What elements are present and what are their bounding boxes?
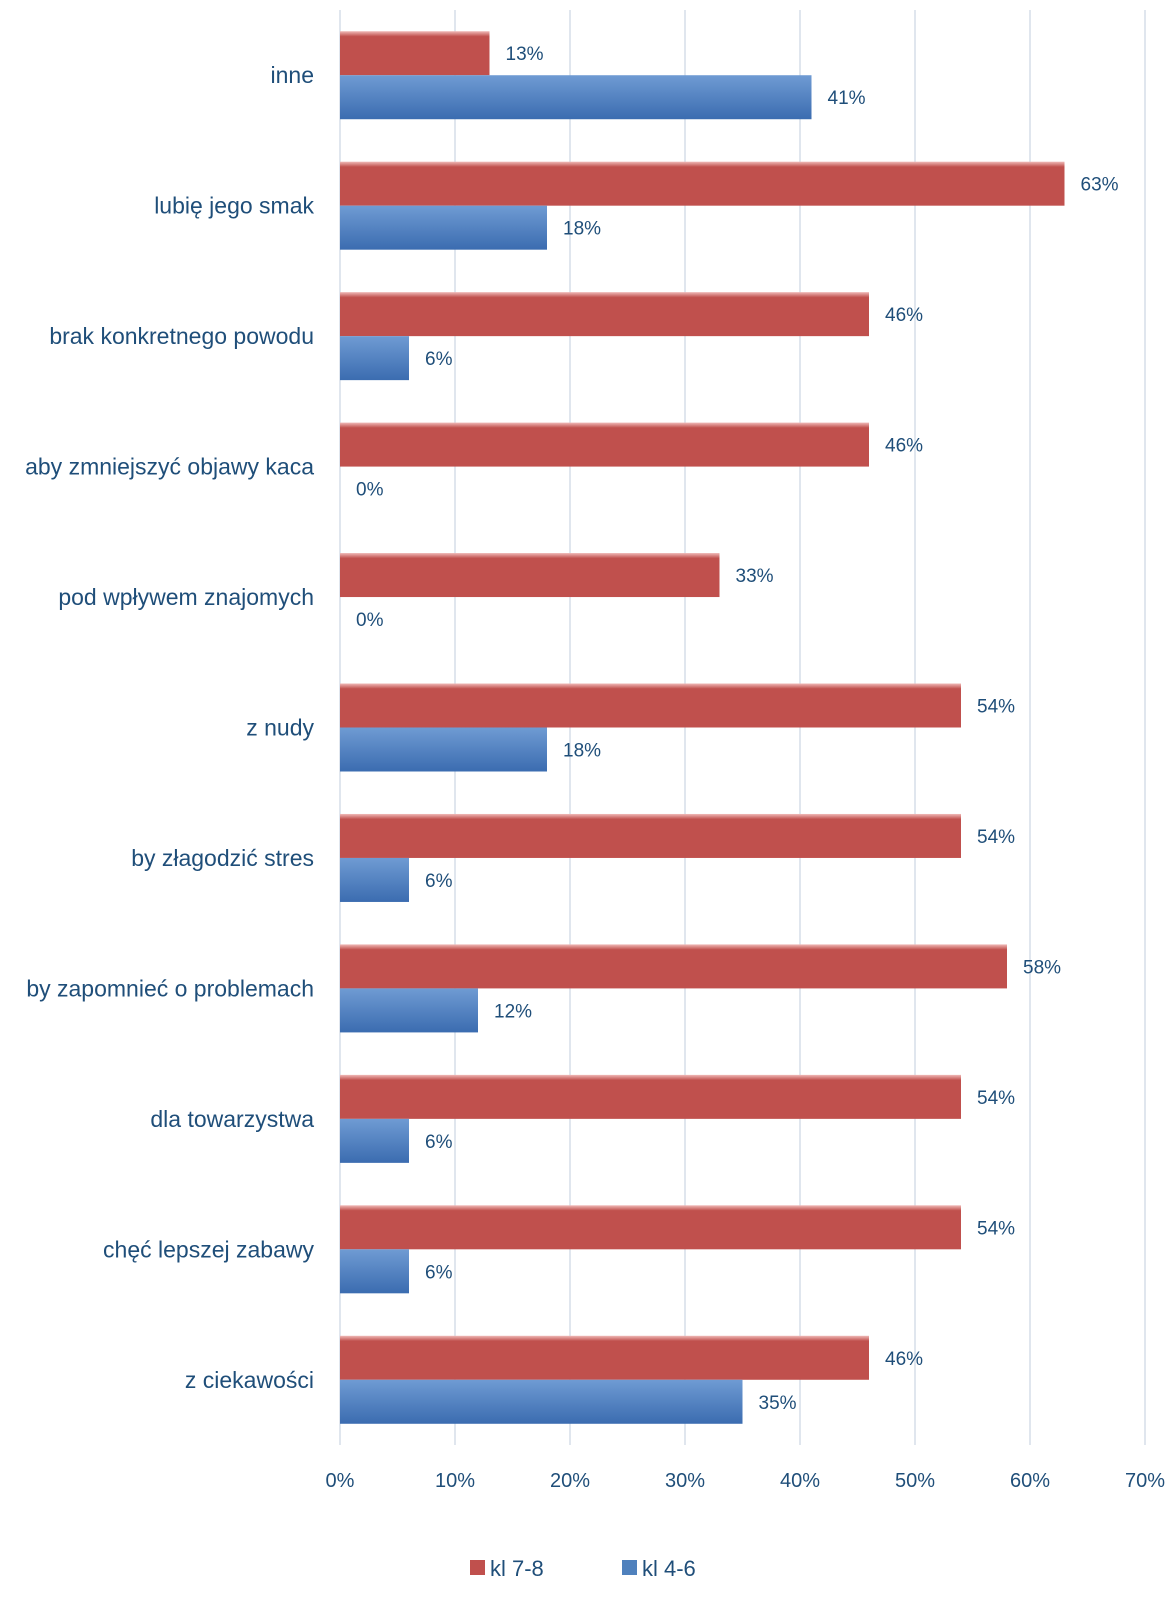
data-label: 18%	[563, 219, 601, 240]
bar-kl-4-6	[340, 1249, 409, 1294]
data-label: 6%	[425, 1132, 453, 1153]
category-label: inne	[271, 62, 314, 88]
category-label: brak konkretnego powodu	[49, 323, 314, 349]
data-label: 12%	[494, 1001, 532, 1022]
data-label: 35%	[759, 1393, 797, 1414]
x-axis-tick-labels: 0% 10% 20% 30% 40% 50% 60% 70%	[326, 1470, 1166, 1492]
data-label: 54%	[977, 1218, 1015, 1239]
bar-kl-7-8	[340, 1074, 961, 1119]
bar-kl-4-6	[340, 336, 409, 381]
bar-kl-7-8	[340, 1205, 961, 1250]
bar-kl-4-6	[340, 205, 547, 250]
category-label: z nudy	[246, 715, 314, 741]
category-label: chęć lepszej zabawy	[103, 1236, 314, 1262]
category-label: lubię jego smak	[154, 193, 314, 219]
bar-kl-4-6	[340, 1118, 409, 1163]
bar-kl-4-6	[340, 75, 812, 120]
legend-swatch	[622, 1560, 637, 1575]
bars: 13% 41% 63% 18% 46% 6% 46% 0% 33% 0% 54% 18% 54% 6% 58…	[340, 31, 1119, 1424]
bar-kl-4-6	[340, 988, 478, 1033]
bar-kl-7-8	[340, 292, 869, 337]
bar-kl-4-6	[340, 1379, 743, 1424]
bar-kl-7-8	[340, 422, 869, 467]
x-tick-label: 20%	[550, 1470, 590, 1492]
data-label: 0%	[356, 480, 384, 501]
legend: kl 7-8 kl 4-6	[470, 1556, 696, 1581]
bar-kl-7-8	[340, 161, 1065, 206]
bar-kl-7-8	[340, 944, 1007, 989]
category-label: z ciekawości	[185, 1367, 314, 1393]
category-label: pod wpływem znajomych	[58, 584, 314, 610]
data-label: 0%	[356, 610, 384, 631]
data-label: 46%	[885, 436, 923, 457]
bar-kl-4-6	[340, 857, 409, 902]
bar-kl-7-8	[340, 683, 961, 728]
bar-kl-7-8	[340, 31, 490, 76]
category-label: aby zmniejszyć objawy kaca	[25, 454, 314, 480]
data-label: 18%	[563, 741, 601, 762]
bar-kl-7-8	[340, 553, 720, 598]
x-tick-label: 0%	[326, 1470, 355, 1492]
data-label: 46%	[885, 305, 923, 326]
data-label: 6%	[425, 1262, 453, 1283]
category-labels: inne lubię jego smak brak konkretnego powo…	[25, 62, 314, 1393]
data-label: 46%	[885, 1349, 923, 1370]
category-label: by złagodzić stres	[131, 845, 314, 871]
data-label: 6%	[425, 349, 453, 370]
data-label: 58%	[1023, 957, 1061, 978]
legend-label: kl 7-8	[490, 1556, 544, 1581]
category-label: by zapomnieć o problemach	[26, 975, 314, 1001]
legend-swatch	[470, 1560, 485, 1575]
bar-kl-4-6	[340, 727, 547, 772]
data-label: 6%	[425, 871, 453, 892]
data-label: 54%	[977, 697, 1015, 718]
data-label: 63%	[1081, 175, 1119, 196]
category-label: dla towarzystwa	[150, 1106, 314, 1132]
data-label: 41%	[828, 88, 866, 109]
x-tick-label: 70%	[1125, 1470, 1165, 1492]
bar-kl-7-8	[340, 813, 961, 858]
data-label: 33%	[736, 566, 774, 587]
data-label: 13%	[506, 44, 544, 65]
x-tick-label: 10%	[435, 1470, 475, 1492]
x-tick-label: 50%	[895, 1470, 935, 1492]
x-tick-label: 60%	[1010, 1470, 1050, 1492]
x-tick-label: 30%	[665, 1470, 705, 1492]
bar-kl-7-8	[340, 1335, 869, 1380]
data-label: 54%	[977, 1088, 1015, 1109]
data-label: 54%	[977, 827, 1015, 848]
legend-label: kl 4-6	[642, 1556, 696, 1581]
x-tick-label: 40%	[780, 1470, 820, 1492]
